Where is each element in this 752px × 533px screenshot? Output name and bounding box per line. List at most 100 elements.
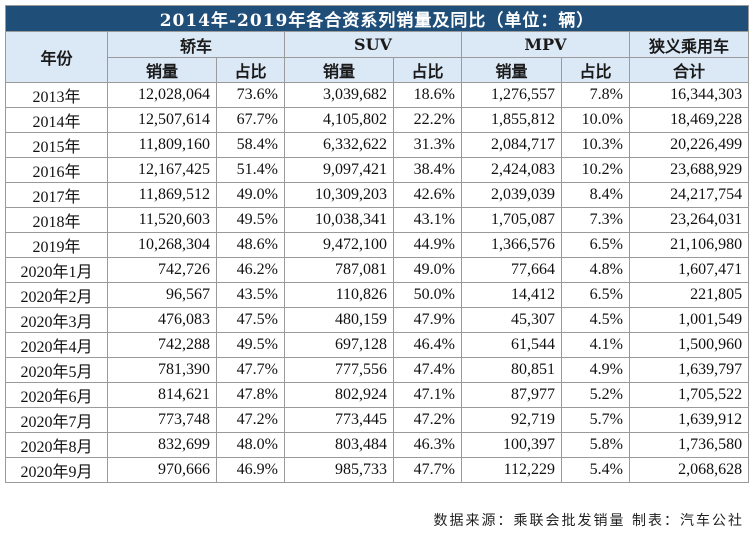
mpv-share-cell: 6.5% [561, 232, 630, 258]
mpv-sales-cell: 1,855,812 [461, 107, 562, 133]
total-cell: 1,607,471 [628, 257, 750, 283]
header-suv: SUV [284, 31, 462, 58]
sedan-sales-cell: 12,028,064 [107, 82, 217, 108]
mpv-sales-cell: 1,276,557 [461, 82, 562, 108]
year-cell: 2017年 [5, 182, 108, 208]
mpv-share-cell: 6.5% [561, 282, 630, 308]
table-row: 2013年 12,028,064 73.6% 3,039,682 18.6% 1,276,… [5, 82, 750, 108]
header-sedan-share: 占比 [216, 57, 285, 83]
sedan-sales-cell: 773,748 [107, 407, 217, 433]
suv-share-cell: 49.0% [393, 257, 462, 283]
suv-sales-cell: 985,733 [284, 457, 394, 483]
table-row: 2016年 12,167,425 51.4% 9,097,421 38.4% 2,424,… [5, 157, 750, 183]
mpv-share-cell: 7.8% [561, 82, 630, 108]
mpv-sales-cell: 80,851 [461, 357, 562, 383]
suv-sales-cell: 10,309,203 [284, 182, 394, 208]
suv-sales-cell: 4,105,802 [284, 107, 394, 133]
header-suv-sales: 销量 [284, 57, 394, 83]
sedan-sales-cell: 11,520,603 [107, 207, 217, 233]
total-cell: 23,688,929 [628, 157, 750, 183]
sedan-share-cell: 49.5% [216, 207, 285, 233]
table-row: 2020年4月 742,288 49.5% 697,128 46.4% 61,544 4.1… [5, 332, 750, 358]
header-mpv: MPV [461, 31, 630, 58]
mpv-share-cell: 5.2% [561, 382, 630, 408]
suv-sales-cell: 6,332,622 [284, 132, 394, 158]
sales-table: 2014年-2019年各合资系列销量及同比（单位：辆） 年份 轿车 SUV MP… [4, 5, 750, 483]
suv-share-cell: 47.7% [393, 457, 462, 483]
total-cell: 16,344,303 [628, 82, 750, 108]
table-row: 2020年9月 970,666 46.9% 985,733 47.7% 112,229 5.… [5, 457, 750, 483]
suv-share-cell: 22.2% [393, 107, 462, 133]
table-body: 2013年 12,028,064 73.6% 3,039,682 18.6% 1,276,… [5, 82, 750, 483]
year-cell: 2014年 [5, 107, 108, 133]
suv-sales-cell: 777,556 [284, 357, 394, 383]
suv-sales-cell: 787,081 [284, 257, 394, 283]
suv-sales-cell: 9,472,100 [284, 232, 394, 258]
year-cell: 2020年9月 [5, 457, 108, 483]
total-cell: 221,805 [628, 282, 750, 308]
sedan-sales-cell: 11,809,160 [107, 132, 217, 158]
year-cell: 2015年 [5, 132, 108, 158]
mpv-share-cell: 4.5% [561, 307, 630, 333]
sedan-share-cell: 47.7% [216, 357, 285, 383]
total-cell: 18,469,228 [628, 107, 750, 133]
mpv-share-cell: 4.8% [561, 257, 630, 283]
table-row: 2019年 10,268,304 48.6% 9,472,100 44.9% 1,366,… [5, 232, 750, 258]
suv-share-cell: 18.6% [393, 82, 462, 108]
mpv-share-cell: 8.4% [561, 182, 630, 208]
total-cell: 1,001,549 [628, 307, 750, 333]
suv-share-cell: 50.0% [393, 282, 462, 308]
table-row: 2014年 12,507,614 67.7% 4,105,802 22.2% 1,855,… [5, 107, 750, 133]
sedan-share-cell: 67.7% [216, 107, 285, 133]
suv-sales-cell: 803,484 [284, 432, 394, 458]
mpv-share-cell: 10.0% [561, 107, 630, 133]
table-title: 2014年-2019年各合资系列销量及同比（单位：辆） [4, 5, 750, 32]
table-row: 2020年6月 814,621 47.8% 802,924 47.1% 87,977 5.2… [5, 382, 750, 408]
mpv-sales-cell: 45,307 [461, 307, 562, 333]
sedan-share-cell: 46.2% [216, 257, 285, 283]
sedan-share-cell: 49.5% [216, 332, 285, 358]
suv-share-cell: 47.1% [393, 382, 462, 408]
sedan-share-cell: 73.6% [216, 82, 285, 108]
year-cell: 2020年1月 [5, 257, 108, 283]
table-row: 2020年3月 476,083 47.5% 480,159 47.9% 45,307 4.5… [5, 307, 750, 333]
sedan-share-cell: 47.2% [216, 407, 285, 433]
mpv-share-cell: 5.7% [561, 407, 630, 433]
total-cell: 1,736,580 [628, 432, 750, 458]
sedan-sales-cell: 742,726 [107, 257, 217, 283]
sedan-share-cell: 58.4% [216, 132, 285, 158]
sedan-share-cell: 48.6% [216, 232, 285, 258]
year-cell: 2018年 [5, 207, 108, 233]
suv-share-cell: 31.3% [393, 132, 462, 158]
mpv-share-cell: 10.3% [561, 132, 630, 158]
header-mpv-share: 占比 [561, 57, 630, 83]
suv-sales-cell: 773,445 [284, 407, 394, 433]
total-cell: 1,500,960 [628, 332, 750, 358]
mpv-sales-cell: 2,084,717 [461, 132, 562, 158]
year-cell: 2020年4月 [5, 332, 108, 358]
suv-share-cell: 47.9% [393, 307, 462, 333]
mpv-share-cell: 5.4% [561, 457, 630, 483]
mpv-sales-cell: 1,705,087 [461, 207, 562, 233]
suv-share-cell: 42.6% [393, 182, 462, 208]
mpv-share-cell: 4.1% [561, 332, 630, 358]
total-cell: 24,217,754 [628, 182, 750, 208]
header-year: 年份 [5, 31, 108, 83]
year-cell: 2020年8月 [5, 432, 108, 458]
sedan-share-cell: 46.9% [216, 457, 285, 483]
sedan-share-cell: 48.0% [216, 432, 285, 458]
sedan-share-cell: 47.5% [216, 307, 285, 333]
year-cell: 2019年 [5, 232, 108, 258]
sedan-share-cell: 49.0% [216, 182, 285, 208]
header-sedan: 轿车 [107, 31, 285, 58]
suv-share-cell: 38.4% [393, 157, 462, 183]
year-cell: 2020年5月 [5, 357, 108, 383]
mpv-share-cell: 7.3% [561, 207, 630, 233]
source-note: 数据来源：乘联会批发销量 制表：汽车公社 [433, 513, 744, 529]
table-row: 2020年7月 773,748 47.2% 773,445 47.2% 92,719 5.7… [5, 407, 750, 433]
total-cell: 1,639,797 [628, 357, 750, 383]
sedan-share-cell: 51.4% [216, 157, 285, 183]
mpv-sales-cell: 2,424,083 [461, 157, 562, 183]
sedan-sales-cell: 96,567 [107, 282, 217, 308]
sedan-share-cell: 47.8% [216, 382, 285, 408]
